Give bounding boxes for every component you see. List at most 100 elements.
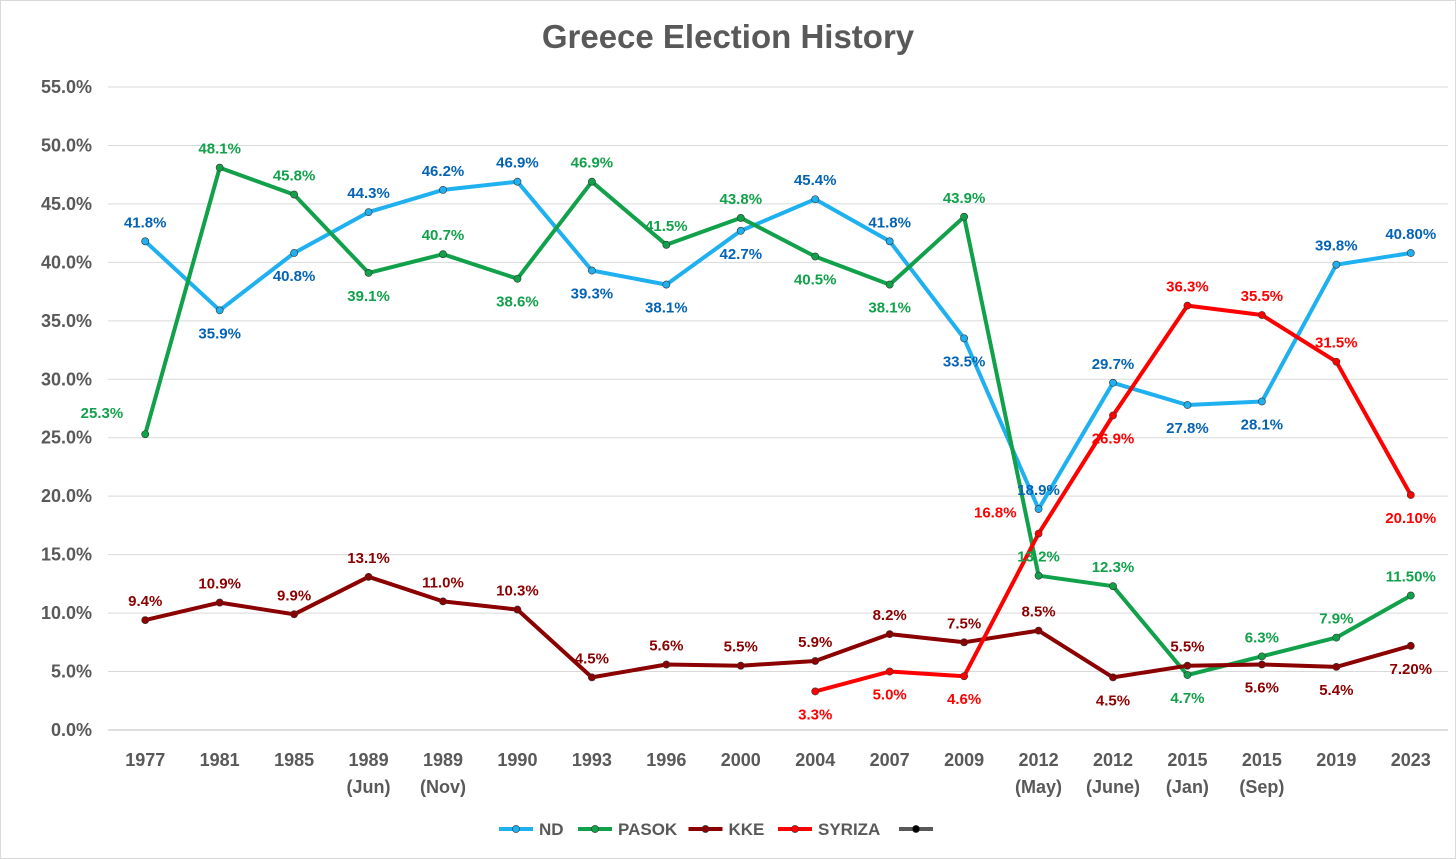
kke-data-label: 8.5%: [1021, 604, 1055, 621]
syriza-data-label: 3.3%: [798, 706, 832, 723]
syriza-point: [1034, 529, 1043, 538]
kke-data-label: 11.0%: [422, 574, 464, 591]
kke-data-label: 10.3%: [496, 583, 539, 600]
kke-point: [587, 673, 596, 682]
kke-point: [736, 661, 745, 670]
pasok-point: [1109, 582, 1117, 591]
nd-point: [1257, 397, 1266, 406]
nd-point: [364, 208, 373, 216]
chart-title: Greece Election History: [541, 18, 915, 55]
y-tick-label: 40.0%: [41, 252, 92, 272]
syriza-data-label: 4.6%: [947, 691, 981, 708]
syriza-data-label: 36.3%: [1166, 279, 1209, 296]
kke-point: [662, 660, 671, 669]
nd-point: [587, 266, 596, 275]
x-tick-label: 1981: [200, 750, 240, 770]
pasok-data-label: 12.3%: [1092, 559, 1135, 576]
pasok-point: [290, 190, 299, 199]
nd-data-label: 40.8%: [273, 268, 316, 285]
y-tick-label: 50.0%: [41, 135, 92, 155]
nd-data-label: 41.8%: [124, 214, 167, 231]
legend-syriza-label: SYRIZA: [818, 820, 880, 839]
gridlines: [108, 86, 1448, 731]
y-tick-label: 0.0%: [51, 720, 92, 740]
nd-line: [143, 179, 1413, 511]
kke-line: [143, 574, 1413, 680]
nd-point: [736, 226, 745, 235]
pasok-data-label: 46.9%: [571, 155, 614, 172]
kke-point: [1406, 641, 1415, 650]
kke-data-label: 7.20%: [1390, 661, 1433, 678]
legend-nd-marker: [512, 825, 520, 833]
pasok-point: [141, 430, 150, 439]
pasok-data-label: 48.1%: [198, 141, 241, 158]
syriza-data-label: 16.8%: [974, 505, 1017, 522]
nd-data-label: 40.80%: [1385, 226, 1436, 243]
syriza-data-label: 35.5%: [1241, 288, 1284, 305]
nd-point: [1034, 505, 1043, 513]
legend-kke-label: KKE: [729, 820, 765, 839]
nd-point: [1332, 260, 1341, 269]
syriza-point: [1257, 311, 1266, 319]
nd-data-label: 18.9%: [1017, 482, 1060, 499]
kke-data-label: 9.9%: [277, 587, 311, 604]
x-tick-label: (Jan): [1166, 777, 1209, 797]
y-tick-label: 35.0%: [41, 311, 92, 331]
x-tick-label: 2019: [1316, 750, 1356, 770]
x-tick-label: 1977: [125, 750, 165, 770]
kke-data-label: 7.5%: [947, 615, 981, 632]
syriza-point: [1332, 357, 1341, 366]
pasok-point: [1183, 671, 1192, 679]
nd-point: [1406, 249, 1415, 257]
pasok-point: [439, 250, 447, 259]
pasok-data-label: 39.1%: [347, 288, 390, 305]
x-tick-label: 2007: [870, 750, 910, 770]
pasok-data-label: 40.5%: [794, 272, 837, 289]
pasok-data-label: 40.7%: [422, 227, 465, 244]
kke-point: [960, 638, 969, 647]
syriza-point: [885, 667, 894, 676]
x-tick-label: 1990: [497, 750, 537, 770]
x-tick-label: 2000: [721, 750, 761, 770]
y-tick-label: 30.0%: [41, 369, 92, 389]
y-tick-label: 15.0%: [41, 545, 92, 565]
kke-data-label: 10.9%: [198, 576, 241, 593]
nd-point: [439, 185, 447, 194]
x-axis-ticks: 1977 1981 1985 1989 (Jun) 1989 (Nov) 1990 1993 19…: [125, 750, 1431, 797]
kke-data-label: 4.5%: [575, 650, 609, 667]
pasok-point: [1034, 571, 1043, 580]
series-markers: [141, 163, 1415, 696]
syriza-data-label: 20.10%: [1385, 510, 1436, 527]
syriza-data-label: 31.5%: [1315, 335, 1358, 352]
nd-point: [513, 177, 522, 186]
y-tick-label: 20.0%: [41, 486, 92, 506]
x-tick-label: (Sep): [1239, 777, 1284, 797]
x-tick-label: 2009: [944, 750, 984, 770]
x-tick-label: (June): [1086, 777, 1140, 797]
pasok-data-label: 38.6%: [496, 294, 539, 311]
pasok-point: [885, 280, 894, 289]
kke-data-label: 5.5%: [724, 639, 758, 656]
kke-point: [290, 610, 299, 619]
syriza-point: [1406, 491, 1415, 499]
x-tick-label: 2015: [1167, 750, 1207, 770]
x-tick-label: 1996: [646, 750, 686, 770]
nd-data-label: 35.9%: [198, 325, 241, 342]
pasok-data-label: 38.1%: [868, 300, 911, 317]
x-tick-label: 2023: [1391, 750, 1431, 770]
pasok-point: [736, 214, 745, 222]
legend-nd-label: ND: [539, 820, 564, 839]
syriza-point: [811, 687, 820, 696]
kke-point: [141, 616, 150, 625]
y-tick-label: 45.0%: [41, 194, 92, 214]
nd-point: [662, 280, 671, 289]
kke-point: [1257, 660, 1266, 669]
nd-data-label: 42.7%: [720, 246, 763, 263]
kke-point: [1332, 662, 1341, 671]
pasok-data-label: 6.3%: [1245, 629, 1279, 646]
nd-data-label: 46.9%: [496, 155, 539, 172]
kke-data-label: 4.5%: [1096, 692, 1130, 709]
kke-point: [1109, 673, 1117, 682]
